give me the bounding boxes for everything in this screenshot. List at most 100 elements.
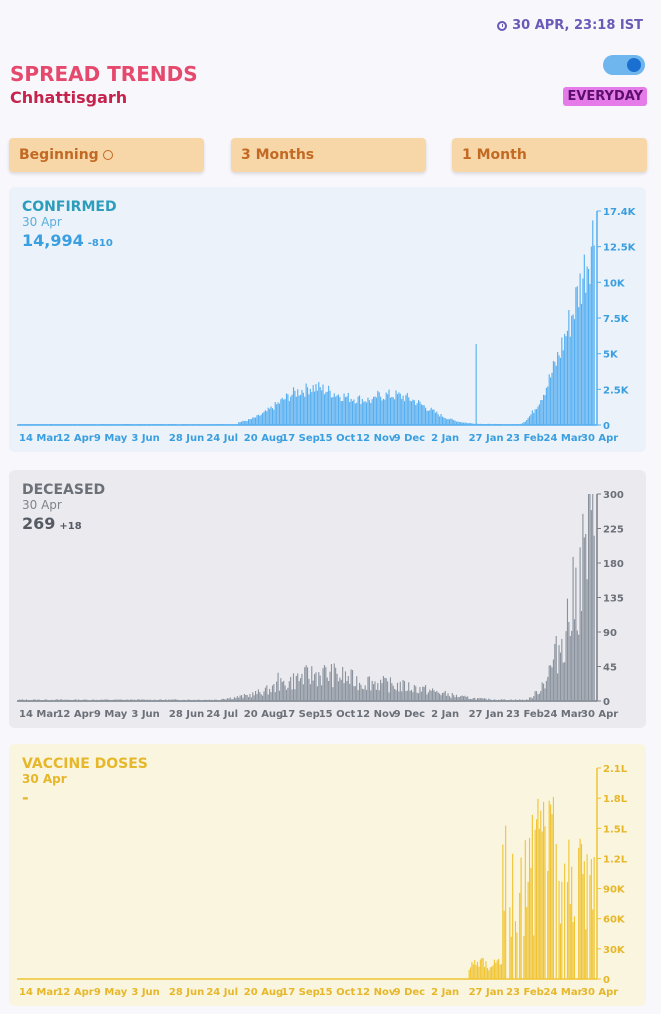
chart-bar xyxy=(114,424,116,425)
chart-bar xyxy=(210,700,212,701)
chart-bar xyxy=(590,246,592,425)
chart-bar xyxy=(489,423,491,425)
y-tick-label: 90K xyxy=(603,885,626,896)
chart-bar xyxy=(104,699,106,701)
chart-bar xyxy=(122,700,125,701)
confirmed-chart-card[interactable]: 17.4K 12.5K 10K 7.5K 5K 2.5K 0 14 Mar 12 Apr 9 Ma… xyxy=(9,187,646,452)
chart-bar xyxy=(415,405,417,425)
chart-bar xyxy=(113,424,115,425)
vaccine-value: - xyxy=(22,788,29,807)
chart-bar xyxy=(510,424,512,425)
chart-bar xyxy=(451,419,453,425)
timeframe-1-month-button[interactable]: 1 Month xyxy=(452,138,647,172)
timeframe-3-months-button[interactable]: 3 Months xyxy=(231,138,426,172)
chart-bar xyxy=(85,424,87,425)
chart-bar xyxy=(495,962,497,979)
chart-bar xyxy=(262,413,264,425)
chart-bar xyxy=(589,494,591,701)
scale-toggle[interactable] xyxy=(603,55,645,75)
chart-bar xyxy=(530,867,532,979)
chart-bar xyxy=(479,423,481,425)
chart-bar xyxy=(144,423,146,425)
deceased-chart-card[interactable]: 300 225 180 135 90 45 0 14 Mar 12 Apr 9 May 3 Jun 2… xyxy=(9,470,646,728)
chart-bar xyxy=(462,696,465,701)
y-tick-label: 1.5L xyxy=(603,824,628,835)
chart-bar xyxy=(387,394,389,425)
chart-bar xyxy=(167,424,170,425)
chart-bar xyxy=(448,696,451,701)
chart-bar xyxy=(55,423,57,425)
chart-bar xyxy=(389,397,392,425)
chart-bar xyxy=(394,688,396,701)
chart-bar xyxy=(138,699,140,701)
chart-bar xyxy=(448,419,451,425)
chart-bar xyxy=(461,422,463,425)
chart-bar xyxy=(461,695,463,701)
chart-bar xyxy=(528,416,531,425)
chart-bar xyxy=(271,408,273,425)
chart-bar xyxy=(158,424,160,425)
chart-bar xyxy=(54,424,56,425)
chart-bar xyxy=(187,424,189,425)
chart-bar xyxy=(269,688,271,701)
chart-bar xyxy=(464,422,466,425)
timeframe-beginning-button[interactable]: Beginning xyxy=(9,138,204,172)
chart-bar xyxy=(170,699,172,701)
chart-bar xyxy=(193,699,195,701)
chart-bar xyxy=(330,664,332,701)
chart-bar xyxy=(520,699,522,701)
chart-bar xyxy=(225,699,227,701)
chart-bar xyxy=(190,424,192,425)
vaccine-chart-card[interactable]: 2.1L 1.8L 1.5L 1.2L 90K 60K 30K 0 14 Mar 12 Apr 9 … xyxy=(9,744,646,1006)
chart-bar xyxy=(453,695,455,701)
chart-bar xyxy=(149,424,151,425)
chart-bar xyxy=(301,390,303,425)
chart-bar xyxy=(493,423,495,425)
check-circle-icon xyxy=(102,150,113,160)
chart-bar xyxy=(523,700,525,701)
x-tick-label: 12 Nov xyxy=(356,987,396,998)
chart-bar xyxy=(173,424,175,425)
chart-bar xyxy=(557,673,559,701)
chart-bar xyxy=(214,699,216,701)
chart-bar xyxy=(371,680,373,701)
chart-bar xyxy=(243,421,245,425)
chart-bar xyxy=(502,424,504,425)
chart-bar xyxy=(52,700,54,701)
chart-bar xyxy=(429,410,431,425)
chart-bar xyxy=(90,700,92,701)
mode-badge[interactable]: EVERYDAY xyxy=(563,87,647,106)
chart-bar xyxy=(446,695,448,701)
chart-bar xyxy=(94,424,96,425)
chart-bar xyxy=(127,699,129,701)
chart-bar xyxy=(520,857,522,979)
chart-bar xyxy=(434,412,436,425)
chart-bar xyxy=(325,667,327,701)
x-tick-label: 12 Apr xyxy=(56,987,93,998)
chart-bar xyxy=(356,402,358,425)
chart-bar xyxy=(169,424,171,425)
chart-bar xyxy=(23,424,25,425)
chart-bar xyxy=(269,408,271,425)
chart-bar xyxy=(30,699,32,701)
x-tick-label: 24 Jul xyxy=(206,709,238,720)
chart-bar xyxy=(410,401,413,425)
chart-bar xyxy=(292,673,295,701)
chart-bar xyxy=(108,424,111,425)
chart-bar xyxy=(212,700,214,701)
chart-bar xyxy=(132,424,134,425)
chart-bar xyxy=(467,696,469,701)
chart-bar xyxy=(186,700,188,701)
chart-bar xyxy=(187,699,189,701)
chart-bar xyxy=(486,968,488,979)
chart-bar xyxy=(498,959,500,979)
chart-bar xyxy=(302,392,304,425)
x-tick-label: 24 Jul xyxy=(206,433,238,444)
chart-bar xyxy=(146,699,148,701)
chart-bar xyxy=(285,393,288,425)
chart-bar xyxy=(475,964,477,979)
chart-bar xyxy=(48,700,50,701)
chart-bar xyxy=(235,698,237,701)
chart-bar xyxy=(142,699,144,701)
